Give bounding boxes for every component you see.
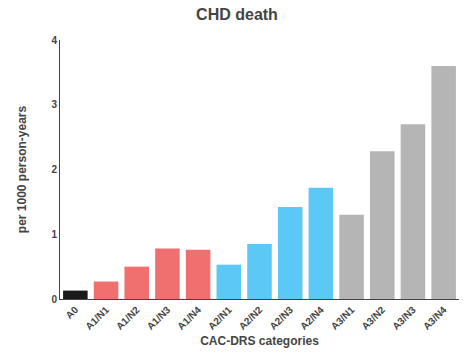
svg-text:CAC-DRS categories: CAC-DRS categories [200, 334, 319, 348]
svg-text:A1/N2: A1/N2 [114, 304, 142, 332]
svg-text:A1/N3: A1/N3 [145, 304, 173, 332]
svg-text:A2/N1: A2/N1 [206, 304, 234, 332]
svg-text:A1/N4: A1/N4 [175, 304, 203, 332]
svg-text:A3/N2: A3/N2 [359, 304, 387, 332]
svg-text:CHD death: CHD death [196, 6, 278, 23]
svg-text:A3/N4: A3/N4 [421, 304, 449, 332]
svg-text:2: 2 [51, 164, 57, 175]
svg-text:per 1000 person-years: per 1000 person-years [15, 105, 29, 233]
svg-text:1: 1 [51, 229, 57, 240]
svg-text:3: 3 [51, 99, 57, 110]
svg-text:0: 0 [51, 294, 57, 305]
svg-text:A0: A0 [63, 304, 80, 321]
svg-text:A1/N1: A1/N1 [83, 304, 111, 332]
svg-text:A2/N4: A2/N4 [298, 304, 326, 332]
svg-text:A2/N3: A2/N3 [267, 304, 295, 332]
svg-text:A3/N1: A3/N1 [329, 304, 357, 332]
svg-text:A2/N2: A2/N2 [237, 304, 265, 332]
svg-text:4: 4 [51, 35, 57, 46]
svg-text:A3/N3: A3/N3 [390, 304, 418, 332]
